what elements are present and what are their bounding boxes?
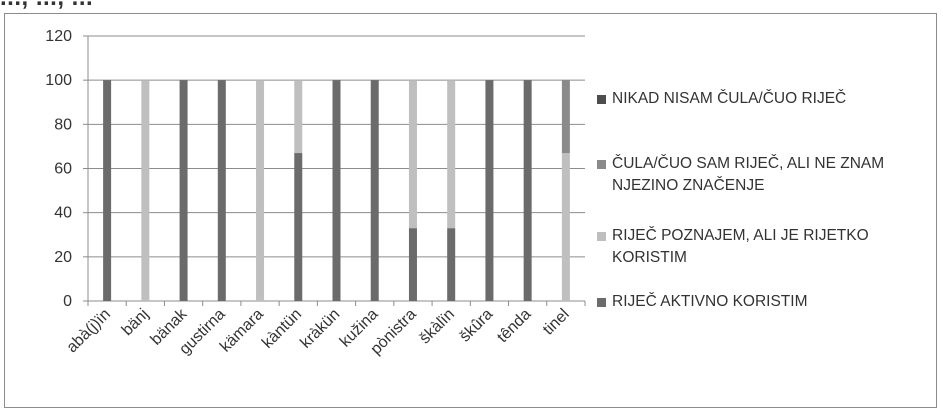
bar-segment-10-series-3 xyxy=(447,80,456,229)
x-tick-label: kämara xyxy=(217,306,267,356)
bar-segment-6-series-4 xyxy=(294,153,303,301)
bar-segment-12-series-4 xyxy=(523,80,532,302)
bar-segment-9-series-3 xyxy=(408,80,417,229)
x-tick-label: kràkün xyxy=(297,306,343,352)
x-tick-label: škûra xyxy=(457,306,497,346)
bar-segment-7-series-4 xyxy=(332,80,341,302)
legend-swatch-heard-unknown-meaning xyxy=(597,160,606,169)
legend-label-never-heard: NIKAD NISAM ČULA/ČUO RIJEČ xyxy=(612,90,847,107)
x-tick-label: tinel xyxy=(540,306,573,339)
chart-title-cropped: ..., ..., ... xyxy=(0,0,93,12)
y-tick-label: 40 xyxy=(54,205,72,222)
legend-item-heard-unknown-meaning: ČULA/ČUO SAM RIJEČ, ALI NE ZNAM NJEZINO … xyxy=(597,153,922,197)
legend-item-actively-use: RIJEČ AKTIVNO KORISTIM xyxy=(597,291,922,313)
legend-swatch-actively-use xyxy=(597,298,606,307)
bar-segment-13-series-3 xyxy=(561,153,570,301)
bar-segment-1-series-4 xyxy=(103,80,112,302)
y-tick-label: 120 xyxy=(45,28,72,45)
legend-swatch-never-heard xyxy=(597,95,606,104)
y-tick-label: 100 xyxy=(45,72,72,89)
bar-segment-10-series-4 xyxy=(447,228,456,301)
bar-segment-6-series-3 xyxy=(294,80,303,154)
legend-item-never-heard: NIKAD NISAM ČULA/ČUO RIJEČ xyxy=(597,88,922,110)
bar-segment-9-series-4 xyxy=(408,228,417,301)
y-tick-label: 0 xyxy=(63,293,72,310)
y-tick-label: 60 xyxy=(54,161,72,178)
x-tick-label: škàlïn xyxy=(416,306,458,348)
x-tick-label: tênda xyxy=(494,306,534,346)
legend-swatch-know-rarely-use xyxy=(597,232,606,241)
bar-segment-11-series-4 xyxy=(485,80,494,302)
bar-segment-5-series-3 xyxy=(256,80,265,302)
x-tick-label: bänj xyxy=(119,306,152,339)
bar-segment-13-series-2 xyxy=(561,80,570,154)
legend-label-actively-use: RIJEČ AKTIVNO KORISTIM xyxy=(612,293,808,310)
y-tick-label: 20 xyxy=(54,249,72,266)
y-tick-label: 80 xyxy=(54,116,72,133)
bar-segment-8-series-4 xyxy=(370,80,379,302)
legend-label-heard-unknown-meaning: ČULA/ČUO SAM RIJEČ, ALI NE ZNAM NJEZINO … xyxy=(612,155,885,194)
legend-item-know-rarely-use: RIJEČ POZNAJEM, ALI JE RIJETKO KORISTIM xyxy=(597,225,922,269)
chart-frame xyxy=(4,13,937,408)
x-tick-label: abà(j)ïn xyxy=(64,306,114,356)
bar-segment-3-series-4 xyxy=(179,80,188,302)
x-tick-label: kàntün xyxy=(259,306,305,352)
bar-segment-2-series-3 xyxy=(141,80,150,302)
legend-label-know-rarely-use: RIJEČ POZNAJEM, ALI JE RIJETKO KORISTIM xyxy=(612,227,869,266)
bar-segment-4-series-4 xyxy=(217,80,226,302)
